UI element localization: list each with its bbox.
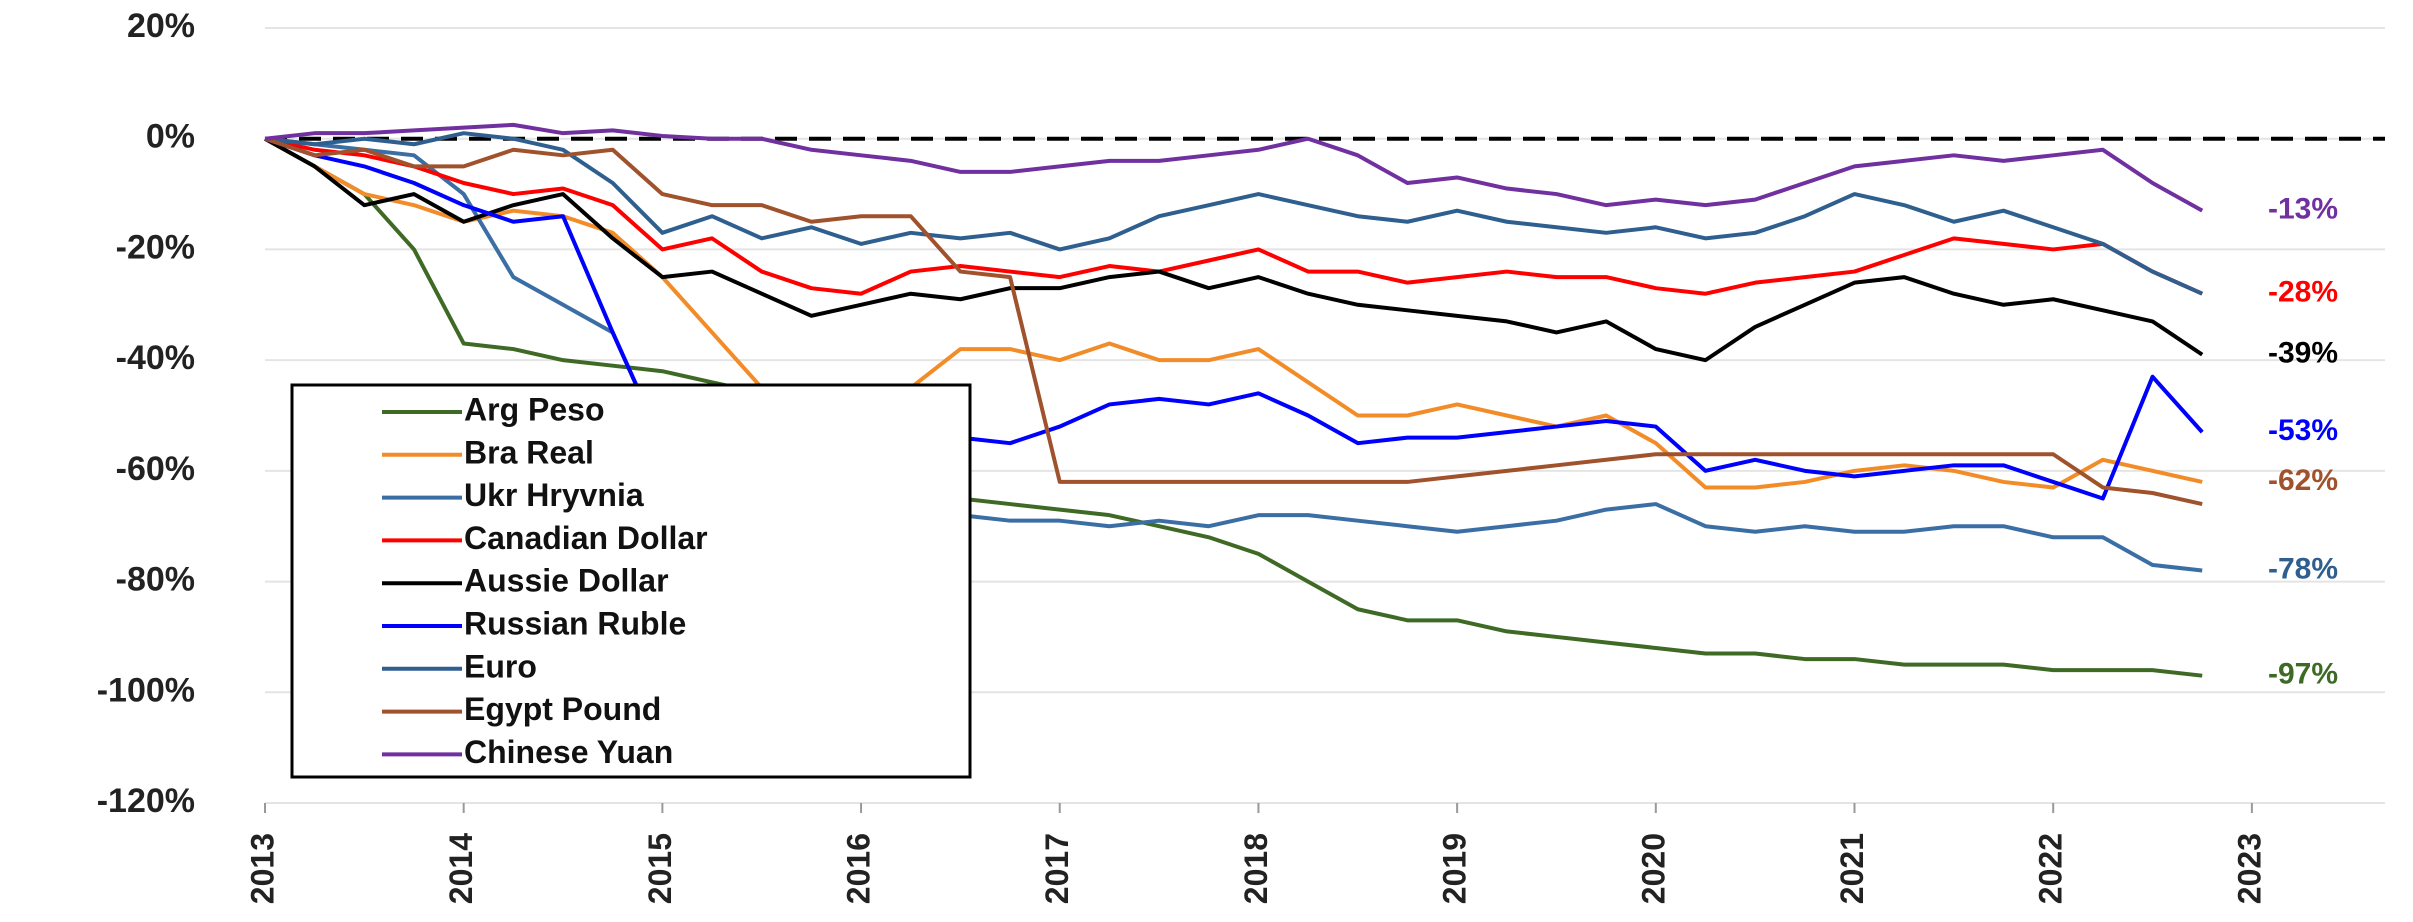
y-tick-label: 0%: [146, 118, 195, 156]
lines: [264, 122, 2204, 678]
x-tick-label: 2018: [1238, 833, 1274, 904]
y-tick-label: -20%: [116, 228, 195, 266]
x-tick-label: 2016: [841, 833, 877, 904]
y-tick-label: -40%: [116, 339, 195, 377]
y-tick-label: 20%: [127, 7, 195, 45]
y-tick-label: -120%: [97, 782, 195, 820]
end-label: -62%: [2268, 464, 2338, 497]
series-line: [264, 136, 2204, 296]
legend: Arg Peso Bra Real Ukr Hryvnia Canadian Doll…: [290, 383, 972, 779]
legend-label: Euro: [464, 648, 537, 684]
legend-label: Bra Real: [464, 434, 594, 470]
x-tick-label: 2015: [642, 833, 678, 904]
end-label: -97%: [2268, 658, 2338, 691]
x-tick-label: 2013: [244, 833, 280, 904]
series-line: [264, 136, 2203, 507]
end-label: -39%: [2268, 337, 2338, 370]
series-line: [264, 136, 2203, 490]
x-tick-label: 2019: [1437, 833, 1473, 904]
series-line: [264, 136, 2203, 573]
end-label: -78%: [2268, 552, 2338, 585]
legend-label: Egypt Pound: [464, 691, 661, 727]
legend-label: Aussie Dollar: [464, 563, 669, 599]
y-tick-label: -80%: [116, 561, 195, 599]
x-tick-label: 2014: [443, 833, 479, 904]
end-label: -13%: [2268, 193, 2338, 226]
legend-label: Canadian Dollar: [464, 520, 708, 556]
x-tick-label: 2017: [1039, 833, 1075, 904]
series-line: [264, 122, 2204, 213]
legend-label: Russian Ruble: [464, 605, 686, 641]
x-tick-label: 2022: [2033, 833, 2069, 904]
x-tick-label: 2021: [1834, 833, 1870, 904]
series-line: [264, 136, 2203, 678]
series-line: [264, 131, 2204, 296]
y-tick-label: -60%: [116, 450, 195, 488]
x-tick-label: 2023: [2231, 833, 2267, 904]
legend-label: Chinese Yuan: [464, 734, 673, 770]
y-tick-label: -100%: [97, 671, 195, 709]
labels: -120% -100% -80% -60% -40% -20% 0% 20% 2013 2014 2…: [97, 7, 2338, 904]
end-label: -53%: [2268, 414, 2338, 447]
end-label: -28%: [2268, 276, 2338, 309]
x-tick-label: 2020: [1635, 833, 1671, 904]
legend-label: Ukr Hryvnia: [464, 477, 644, 513]
legend-label: Arg Peso: [464, 391, 604, 427]
series-line: [264, 136, 2204, 363]
series-line: [264, 136, 2204, 501]
